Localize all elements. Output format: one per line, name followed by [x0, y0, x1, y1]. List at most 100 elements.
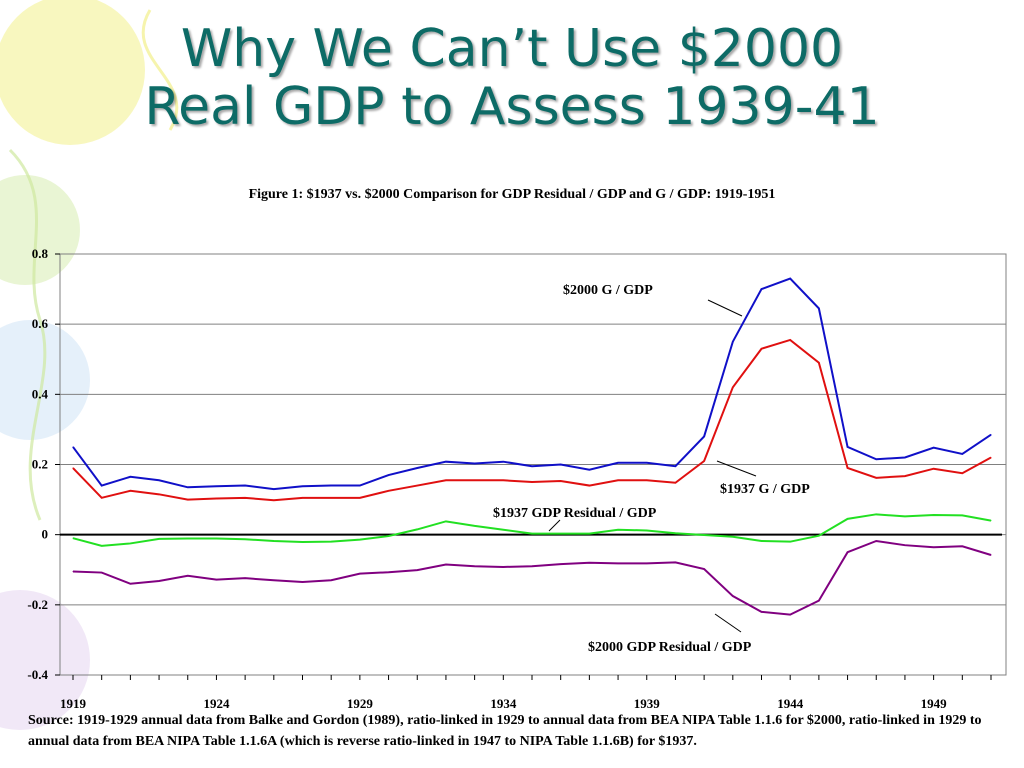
- data-point: [789, 541, 791, 543]
- data-point: [990, 456, 992, 458]
- data-point: [72, 467, 74, 469]
- data-point: [560, 464, 562, 465]
- data-point: [674, 465, 676, 467]
- data-point: [961, 472, 963, 474]
- data-point: [101, 572, 103, 574]
- data-point: [875, 458, 877, 460]
- data-point: [847, 467, 849, 469]
- x-tick-label: 1924: [203, 696, 230, 710]
- data-point: [101, 497, 103, 499]
- figure-title: Figure 1: $1937 vs. $2000 Comparison for…: [248, 187, 776, 202]
- data-point: [359, 573, 361, 575]
- data-point: [789, 614, 791, 616]
- deco-blue-circle: [0, 320, 90, 440]
- data-point: [187, 486, 189, 488]
- data-point: [101, 485, 103, 487]
- data-point: [445, 479, 447, 481]
- annotation-g2000-label: $2000 G / GDP: [563, 283, 653, 298]
- data-point: [531, 481, 533, 483]
- data-point: [502, 566, 504, 568]
- data-point: [875, 540, 877, 542]
- data-point: [732, 341, 734, 343]
- data-point: [474, 525, 476, 527]
- data-point: [588, 562, 590, 564]
- data-point: [273, 540, 275, 542]
- data-point: [416, 569, 418, 571]
- data-point: [674, 561, 676, 563]
- data-point: [588, 533, 590, 535]
- data-point: [359, 485, 361, 487]
- data-point: [732, 386, 734, 388]
- data-point: [330, 579, 332, 581]
- x-tick-label: 1949: [921, 696, 948, 710]
- data-point: [818, 307, 820, 309]
- data-point: [761, 540, 762, 542]
- data-point: [560, 563, 562, 565]
- data-point: [875, 513, 877, 515]
- data-point: [330, 497, 332, 499]
- data-point: [474, 565, 476, 567]
- y-tick-label: -0.4: [27, 667, 48, 682]
- data-point: [933, 514, 935, 516]
- data-point: [646, 462, 648, 464]
- data-point: [244, 577, 246, 579]
- data-point: [703, 534, 705, 536]
- slide-title-line2: Real GDP to Assess 1939-41: [144, 77, 880, 137]
- x-tick-label: 1934: [490, 696, 517, 710]
- data-point: [187, 538, 189, 540]
- data-point: [961, 545, 963, 547]
- data-point: [674, 532, 676, 534]
- x-tick-label: 1944: [777, 696, 804, 710]
- data-point: [703, 460, 705, 462]
- data-point: [617, 462, 619, 464]
- deco-swirl: [8, 148, 47, 521]
- data-point: [617, 479, 619, 481]
- data-point: [158, 538, 160, 540]
- y-tick-label: 0: [42, 527, 49, 542]
- series-line-1: [72, 338, 992, 502]
- data-point: [129, 583, 131, 585]
- data-point: [359, 497, 361, 499]
- data-point: [875, 477, 877, 479]
- data-point: [588, 469, 590, 471]
- data-point: [302, 497, 303, 499]
- annotation-res1937-label: $1937 GDP Residual / GDP: [493, 506, 657, 521]
- data-point: [789, 278, 791, 280]
- data-point: [215, 579, 217, 581]
- annotation-res2000-label: $2000 GDP Residual / GDP: [588, 640, 752, 655]
- data-point: [445, 563, 447, 565]
- data-point: [72, 446, 74, 448]
- y-tick-label: 0.4: [32, 386, 49, 401]
- data-point: [244, 485, 246, 487]
- y-tick-label: -0.2: [27, 597, 48, 612]
- data-point: [703, 435, 705, 437]
- data-point: [187, 575, 189, 577]
- data-point: [215, 538, 217, 540]
- deco-swirl-2: [141, 9, 179, 131]
- data-point: [215, 485, 217, 487]
- data-point: [904, 544, 906, 546]
- data-point: [474, 479, 476, 481]
- data-point: [961, 453, 963, 455]
- data-point: [703, 568, 705, 570]
- data-point: [416, 528, 418, 530]
- data-point: [158, 479, 160, 481]
- data-point: [531, 533, 533, 535]
- data-point: [904, 456, 906, 458]
- data-point: [617, 529, 619, 531]
- data-point: [244, 497, 246, 499]
- data-point: [560, 480, 562, 482]
- data-point: [502, 529, 504, 531]
- data-point: [302, 541, 303, 543]
- data-point: [302, 581, 303, 583]
- data-point: [818, 362, 820, 364]
- data-point: [588, 485, 590, 487]
- data-point: [990, 520, 992, 522]
- data-point: [847, 518, 849, 520]
- data-point: [244, 538, 246, 540]
- data-point: [933, 447, 935, 449]
- data-point: [761, 611, 762, 613]
- y-tick-label: 0.6: [32, 316, 49, 331]
- annotation-g2000-leader: [707, 299, 743, 317]
- data-point: [646, 529, 648, 531]
